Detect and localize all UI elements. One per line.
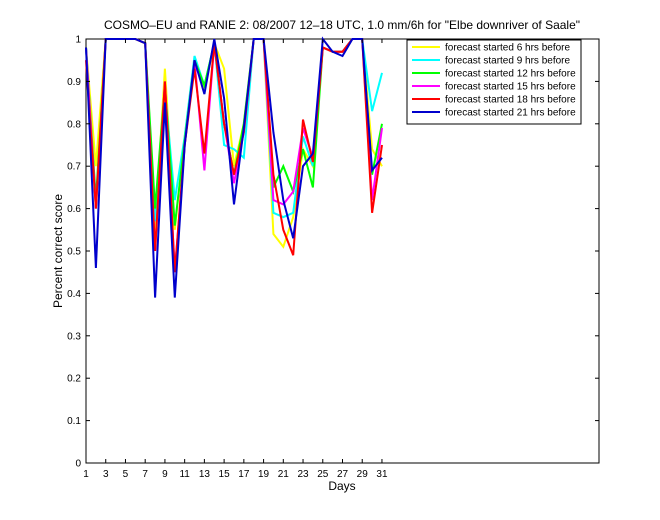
x-tick-label: 21 [278, 469, 290, 480]
legend-entry-1: forecast started 6 hrs before [445, 43, 571, 54]
y-tick-label: 1 [75, 35, 81, 46]
legend-entry-2: forecast started 9 hrs before [445, 56, 571, 67]
legend-entry-6: forecast started 21 hrs before [445, 108, 576, 119]
x-tick-label: 27 [337, 469, 349, 480]
x-tick-label: 19 [258, 469, 270, 480]
x-tick-label: 15 [219, 469, 231, 480]
y-tick-label: 0.5 [67, 247, 81, 258]
y-tick-label: 0.3 [67, 331, 81, 342]
y-tick-label: 0.8 [67, 119, 81, 130]
y-tick-label: 0.7 [67, 162, 81, 173]
x-tick-label: 1 [83, 469, 89, 480]
x-axis-label: Days [328, 479, 355, 493]
x-tick-label: 31 [376, 469, 388, 480]
ticks-layer: 1 3 5 7 9 11 13 15 17 19 21 23 25 27 29 3100.10.20.30.4… [67, 35, 599, 480]
legend-box [406, 39, 582, 125]
y-tick-label: 0.2 [67, 374, 81, 385]
x-tick-label: 11 [179, 469, 190, 480]
y-axis-label: Percent correct score [51, 194, 65, 308]
legend: forecast started 6 hrs before forecast st… [406, 39, 582, 125]
legend-entry-3: forecast started 12 hrs before [445, 69, 576, 80]
x-tick-label: 25 [317, 469, 329, 480]
legend-entry-4: forecast started 15 hrs before [445, 82, 576, 93]
legend-entry-5: forecast started 18 hrs before [445, 95, 576, 106]
y-tick-label: 0.1 [67, 416, 81, 427]
x-tick-label: 29 [357, 469, 369, 480]
y-tick-label: 0.9 [67, 77, 81, 88]
chart-title: COSMO–EU and RANIE 2: 08/2007 12–18 UTC,… [104, 18, 580, 32]
x-tick-label: 5 [123, 469, 129, 480]
x-tick-label: 17 [238, 469, 250, 480]
x-tick-label: 13 [199, 469, 211, 480]
y-tick-label: 0 [75, 459, 81, 470]
x-tick-label: 3 [103, 469, 109, 480]
y-tick-label: 0.6 [67, 204, 81, 215]
x-tick-label: 9 [162, 469, 168, 480]
series-line-6 [85, 36, 383, 298]
x-tick-label: 23 [297, 469, 309, 480]
x-tick-label: 7 [142, 469, 148, 480]
y-tick-label: 0.4 [67, 289, 81, 300]
series-layer [85, 36, 383, 298]
